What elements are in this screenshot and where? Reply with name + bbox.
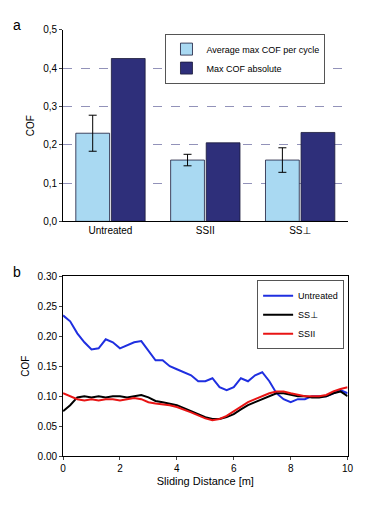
svg-text:0,3: 0,3 [43, 101, 57, 112]
svg-text:0,4: 0,4 [43, 63, 57, 74]
svg-text:Untreated: Untreated [89, 225, 133, 236]
svg-text:SSII: SSII [196, 225, 215, 236]
svg-text:0.10: 0.10 [38, 391, 58, 402]
svg-text:0: 0 [60, 463, 66, 474]
svg-text:SS⊥: SS⊥ [289, 225, 311, 236]
svg-text:0.20: 0.20 [38, 331, 58, 342]
svg-text:b: b [13, 264, 21, 280]
svg-text:10: 10 [342, 463, 354, 474]
svg-text:2: 2 [117, 463, 123, 474]
svg-text:0.05: 0.05 [38, 421, 58, 432]
svg-text:COF: COF [25, 115, 36, 136]
svg-text:0,5: 0,5 [43, 24, 57, 35]
svg-text:SSII: SSII [298, 329, 315, 339]
svg-text:SS⊥: SS⊥ [298, 310, 318, 320]
svg-text:0.15: 0.15 [38, 361, 58, 372]
svg-text:0,1: 0,1 [43, 178, 57, 189]
svg-text:8: 8 [288, 463, 294, 474]
svg-text:4: 4 [174, 463, 180, 474]
svg-text:Untreated: Untreated [298, 291, 338, 301]
svg-text:0.25: 0.25 [38, 301, 58, 312]
svg-text:0.00: 0.00 [38, 451, 58, 462]
svg-text:0,0: 0,0 [43, 216, 57, 227]
svg-text:Max COF absolute: Max COF absolute [206, 64, 281, 74]
svg-text:a: a [13, 17, 21, 33]
svg-text:Sliding Distance [m]: Sliding Distance [m] [157, 475, 254, 487]
svg-text:Average max COF per cycle: Average max COF per cycle [206, 45, 319, 55]
svg-text:0.30: 0.30 [38, 271, 58, 282]
svg-text:6: 6 [231, 463, 237, 474]
svg-text:COF: COF [20, 356, 31, 377]
svg-text:0,2: 0,2 [43, 139, 57, 150]
